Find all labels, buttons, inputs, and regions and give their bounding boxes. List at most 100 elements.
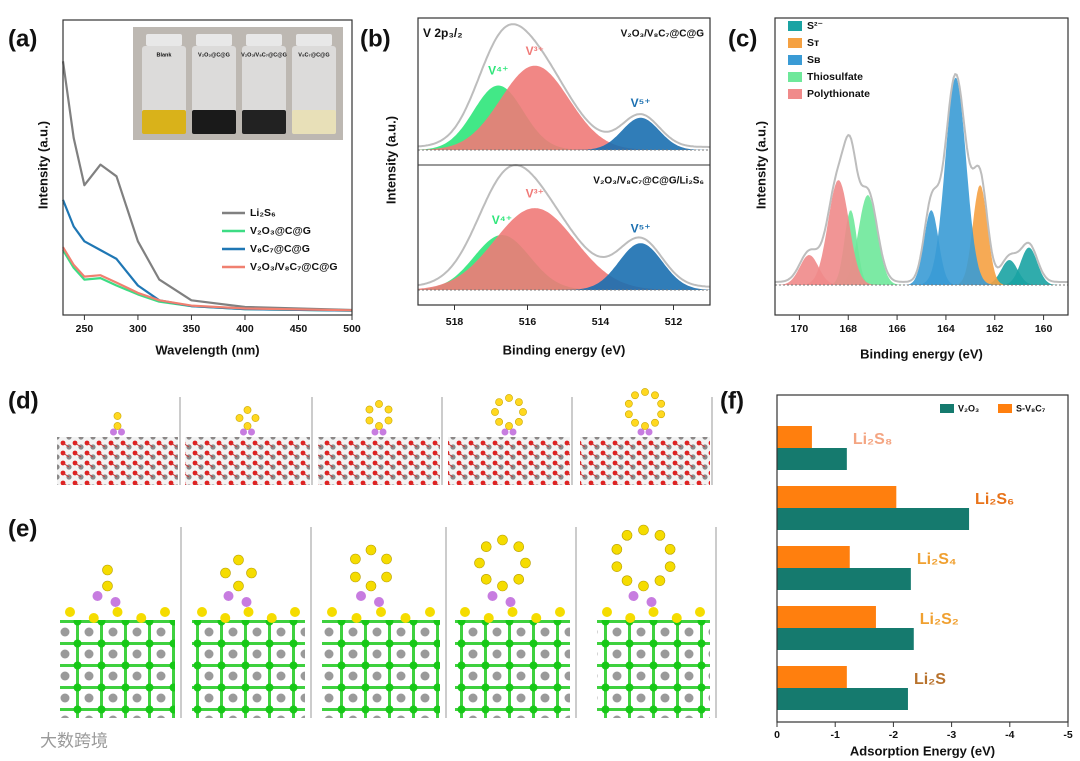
atom-s [497,580,508,592]
atom-s [365,544,377,556]
atom-li [628,591,639,601]
panel-label: (d) [8,387,39,414]
peak-label: V³⁺ [526,186,544,200]
frame [62,19,353,316]
bar [777,568,911,590]
peak [775,247,1068,285]
peak [418,243,710,290]
atom-li [118,428,125,436]
atom-li [487,591,498,601]
envelope [774,72,1068,283]
atom-s [514,398,523,407]
atom-s [365,405,374,414]
bar [777,688,908,710]
sample-label: V₂O₃/V₈C₇@C@G [621,29,705,40]
atom-s [641,422,649,430]
peak-label: V⁵⁺ [631,221,651,235]
x-tick-label: 168 [839,323,857,335]
legend-swatch [788,21,802,31]
sample-label: V₂O₃/V₈C₇@C@G/Li₂S₆ [593,176,704,187]
slab [580,437,710,485]
legend-swatch [788,89,802,99]
atom-s [624,399,633,408]
panel-label: (a) [8,25,37,52]
atom-s [664,544,676,555]
atom-s [381,553,392,565]
atom-s [375,422,383,430]
slab [57,437,178,485]
atom-s [102,564,113,576]
frame [776,394,1069,723]
atom-s [531,613,542,623]
legend-label: Sʙ [807,54,821,66]
atom-s [384,416,393,425]
atom-s [400,613,411,623]
x-tick-label: -5 [1063,729,1072,741]
x-axis-label: Binding energy (eV) [860,346,983,361]
legend-swatch [998,404,1012,413]
vial-cap [146,34,182,46]
atom-s [638,580,649,592]
atom-s [495,417,504,426]
peak [418,208,710,290]
vial-liquid [242,110,286,134]
line [61,199,353,312]
atom-li [374,597,384,607]
atom-s [611,561,623,572]
atom-li [110,597,121,607]
x-axis-label: Wavelength (nm) [155,342,259,357]
atom-li [501,428,509,436]
atom-s [112,607,123,617]
bar [777,628,914,650]
atom-s [243,607,254,617]
atom-s [113,412,122,420]
atom-s [505,394,513,402]
atom-li [379,428,387,436]
atom-s [233,554,244,566]
atom-s [513,573,525,585]
x-tick-label: 518 [446,316,464,328]
vial-label: V₂O₃/V₈C₇@C@G [241,52,287,58]
atom-s [621,530,633,541]
panel-title: V 2p₃/₂ [423,26,463,40]
x-tick-label: 400 [236,323,254,335]
vial-liquid [192,110,236,134]
panel-label: (c) [728,25,757,52]
atom-s [365,416,374,425]
x-tick-label: 162 [986,323,1004,335]
atom-li [240,428,247,436]
atom-s [365,580,377,592]
x-tick-label: -2 [889,729,898,741]
envelope [417,164,711,288]
peak-label: V⁴⁺ [488,64,508,78]
atom-li [92,591,103,601]
atom-li [371,428,379,436]
atom-s [631,391,639,400]
x-tick-label: -4 [1005,729,1014,741]
atom-s [641,388,649,396]
slab [597,620,710,718]
category-label: Li₂S₈ [853,431,893,448]
peak [775,180,1068,285]
atom-s [519,408,527,416]
line [62,246,353,312]
bar [777,448,847,470]
atom-s [695,607,705,617]
atom-s [671,613,682,623]
x-tick-label: 300 [129,323,147,335]
atom-li [241,597,252,607]
atom-s [474,557,485,569]
atom-s [631,418,639,427]
atom-li [645,428,653,436]
peak [775,210,1068,285]
atom-s [651,418,659,427]
atom-li [223,591,234,601]
atom-s [657,410,666,419]
atom-s [514,417,523,426]
legend-swatch [788,55,802,65]
atom-s [638,524,649,536]
bar [777,426,812,448]
atom-s [290,607,300,617]
atom-s [113,422,122,430]
